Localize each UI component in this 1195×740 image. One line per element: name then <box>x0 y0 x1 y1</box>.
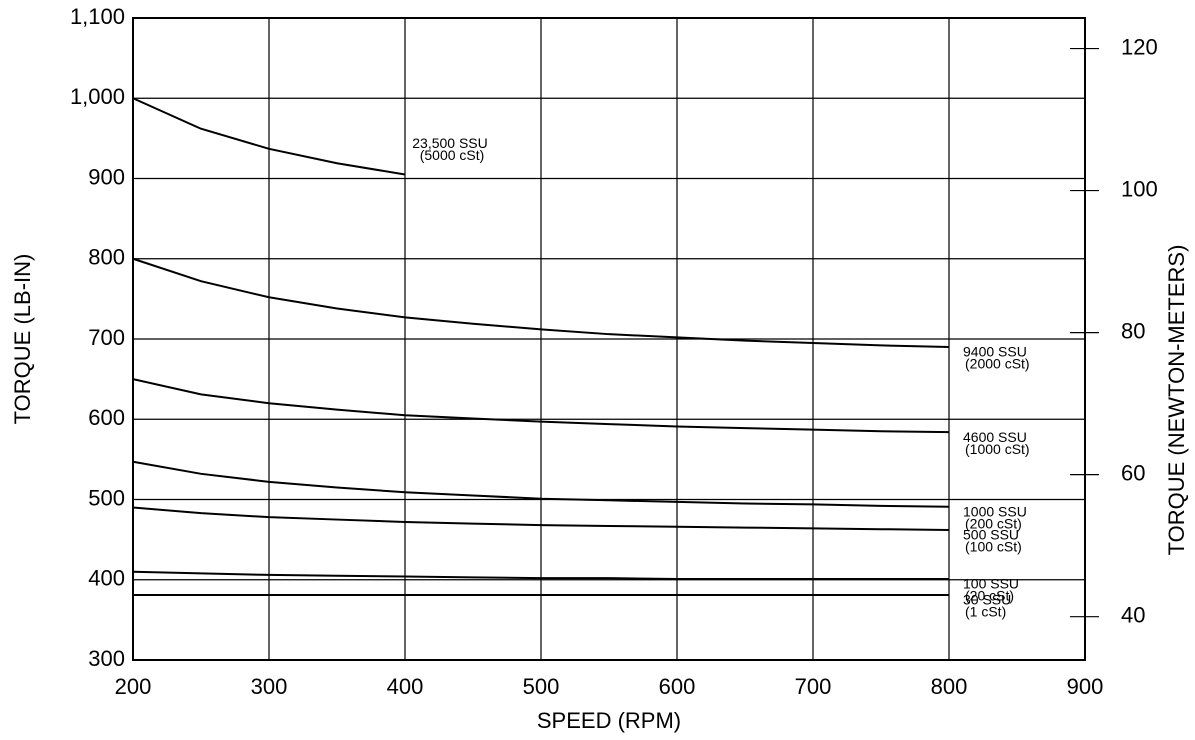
y2-tick-label: 80 <box>1121 318 1145 343</box>
x-tick-label: 300 <box>251 674 288 699</box>
plot-frame <box>132 17 1086 661</box>
x-tick-label: 600 <box>659 674 696 699</box>
series-sublabel: (2000 cSt) <box>965 356 1030 372</box>
x-tick-label: 400 <box>387 674 424 699</box>
series-label: 4600 SSU <box>963 429 1027 445</box>
y2-tick-label: 120 <box>1121 34 1158 59</box>
x-tick-label: 700 <box>795 674 832 699</box>
series-sublabel: (1 cSt) <box>965 604 1006 620</box>
series-label: 9400 SSU <box>963 344 1027 360</box>
series-sublabel: (100 cSt) <box>965 539 1022 555</box>
y-tick-label: 400 <box>88 566 125 591</box>
series-label: 100 SSU <box>963 576 1019 592</box>
series-line <box>132 97 406 176</box>
series-label: 500 SSU <box>963 527 1019 543</box>
series-line <box>132 460 950 508</box>
y2-axis-title: TORQUE (NEWTON-METERS) <box>1164 245 1189 556</box>
series-line <box>132 506 950 531</box>
x-tick-label: 200 <box>115 674 152 699</box>
series-sublabel: (200 cSt) <box>965 515 1022 531</box>
series-label: 23,500 SSU <box>412 135 488 151</box>
x-tick-label: 800 <box>931 674 968 699</box>
x-tick-label: 900 <box>1067 674 1104 699</box>
y-tick-label: 1,000 <box>70 84 125 109</box>
x-tick-label: 500 <box>523 674 560 699</box>
y-tick-label: 800 <box>88 245 125 270</box>
y2-tick-label: 40 <box>1121 602 1145 627</box>
y2-tick-label: 60 <box>1121 460 1145 485</box>
y-axis-title: TORQUE (LB-IN) <box>10 254 35 425</box>
y-tick-label: 900 <box>88 164 125 189</box>
y-tick-label: 700 <box>88 325 125 350</box>
series-line <box>132 570 949 580</box>
y-tick-label: 300 <box>88 646 125 671</box>
series-label: 1000 SSU <box>963 503 1027 519</box>
series-line <box>132 378 950 434</box>
y-tick-label: 1,100 <box>70 4 125 29</box>
series-sublabel: (5000 cSt) <box>420 147 485 163</box>
y-tick-label: 500 <box>88 485 125 510</box>
series-label: 30 SSU <box>963 592 1011 608</box>
x-axis-title: SPEED (RPM) <box>537 708 681 733</box>
series-sublabel: (20 cSt) <box>965 588 1014 604</box>
series-sublabel: (1000 cSt) <box>965 441 1030 457</box>
series-line <box>132 257 950 349</box>
y-tick-label: 600 <box>88 405 125 430</box>
y2-tick-label: 100 <box>1121 176 1158 201</box>
